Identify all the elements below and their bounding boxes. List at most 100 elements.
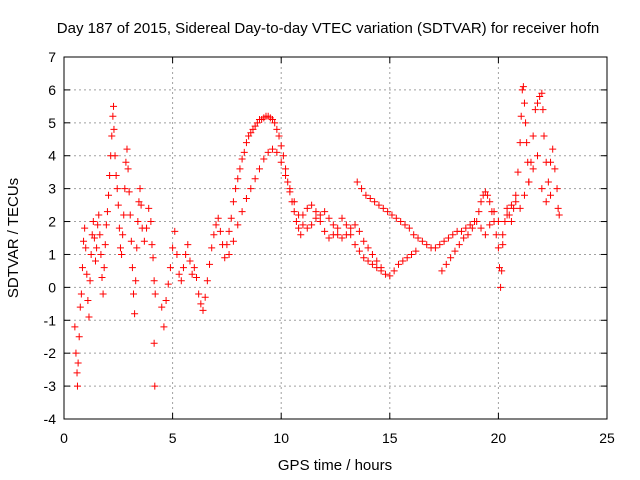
data-point — [486, 221, 494, 229]
data-point — [195, 290, 203, 298]
data-point — [212, 221, 220, 229]
data-point — [381, 270, 389, 278]
data-point — [216, 227, 224, 235]
data-point — [225, 250, 233, 258]
data-point — [303, 224, 311, 232]
data-point — [518, 86, 526, 94]
data-point — [73, 382, 81, 390]
data-point — [555, 211, 563, 219]
data-point — [110, 125, 118, 133]
y-axis-label: SDTVAR / TECUs — [5, 178, 22, 298]
data-point — [297, 231, 305, 239]
data-point — [303, 204, 311, 212]
data-point — [390, 267, 398, 275]
data-point — [360, 254, 368, 262]
data-point — [316, 211, 324, 219]
data-point — [247, 185, 255, 193]
data-point — [85, 313, 93, 321]
data-point — [91, 257, 99, 265]
data-point — [72, 349, 80, 357]
data-point — [147, 218, 155, 226]
data-point — [449, 231, 457, 239]
data-point — [120, 211, 128, 219]
x-tick-label: 5 — [169, 430, 177, 446]
data-point — [150, 339, 158, 347]
data-point — [130, 290, 138, 298]
data-point — [286, 185, 294, 193]
data-point — [78, 264, 86, 272]
data-point — [501, 218, 509, 226]
data-point — [197, 300, 205, 308]
data-point — [542, 198, 550, 206]
data-point — [338, 234, 346, 242]
data-point — [423, 241, 431, 249]
data-point — [444, 234, 452, 242]
data-point — [486, 198, 494, 206]
data-point — [529, 165, 537, 173]
data-point — [484, 191, 492, 199]
data-point — [358, 185, 366, 193]
data-point — [549, 145, 557, 153]
data-point — [316, 218, 324, 226]
x-axis-label: GPS time / hours — [278, 457, 392, 474]
data-point — [544, 178, 552, 186]
data-point — [329, 221, 337, 229]
data-point — [238, 208, 246, 216]
data-point — [177, 277, 185, 285]
y-tick-label: -1 — [44, 312, 57, 328]
data-point — [208, 244, 216, 252]
data-point — [145, 204, 153, 212]
data-point — [134, 218, 142, 226]
plot-frame — [63, 56, 608, 420]
data-point — [351, 241, 359, 249]
data-point — [366, 195, 374, 203]
data-point — [373, 264, 381, 272]
data-point — [325, 214, 333, 222]
data-point — [527, 158, 535, 166]
data-point — [151, 382, 159, 390]
data-point — [210, 231, 218, 239]
data-point — [236, 165, 244, 173]
data-point — [384, 208, 392, 216]
data-point — [255, 165, 263, 173]
data-point — [99, 290, 107, 298]
data-point — [173, 250, 181, 258]
data-point — [171, 227, 179, 235]
data-point — [214, 214, 222, 222]
data-point — [110, 102, 118, 110]
data-point — [116, 244, 124, 252]
data-point — [523, 139, 531, 147]
data-point — [184, 241, 192, 249]
data-point — [517, 112, 525, 120]
data-point — [295, 224, 303, 232]
data-point — [221, 254, 229, 262]
data-point — [290, 198, 298, 206]
data-point — [108, 132, 116, 140]
data-point — [533, 152, 541, 160]
data-point — [547, 191, 555, 199]
data-point — [284, 178, 292, 186]
data-point — [516, 139, 524, 147]
data-point — [201, 293, 209, 301]
x-tick-label: 15 — [382, 430, 398, 446]
data-point — [308, 201, 316, 209]
data-point — [113, 185, 121, 193]
data-point — [122, 158, 130, 166]
x-tick-label: 0 — [60, 430, 68, 446]
data-point — [199, 306, 207, 314]
data-point — [451, 247, 459, 255]
data-point — [492, 231, 500, 239]
data-point — [475, 208, 483, 216]
data-point — [87, 250, 95, 258]
data-point — [292, 218, 300, 226]
data-point — [392, 214, 400, 222]
data-point — [414, 234, 422, 242]
data-point — [90, 234, 98, 242]
data-point — [347, 224, 355, 232]
data-point — [473, 218, 481, 226]
data-point — [115, 224, 123, 232]
data-point — [114, 201, 122, 209]
data-point — [123, 145, 131, 153]
data-point — [477, 198, 485, 206]
